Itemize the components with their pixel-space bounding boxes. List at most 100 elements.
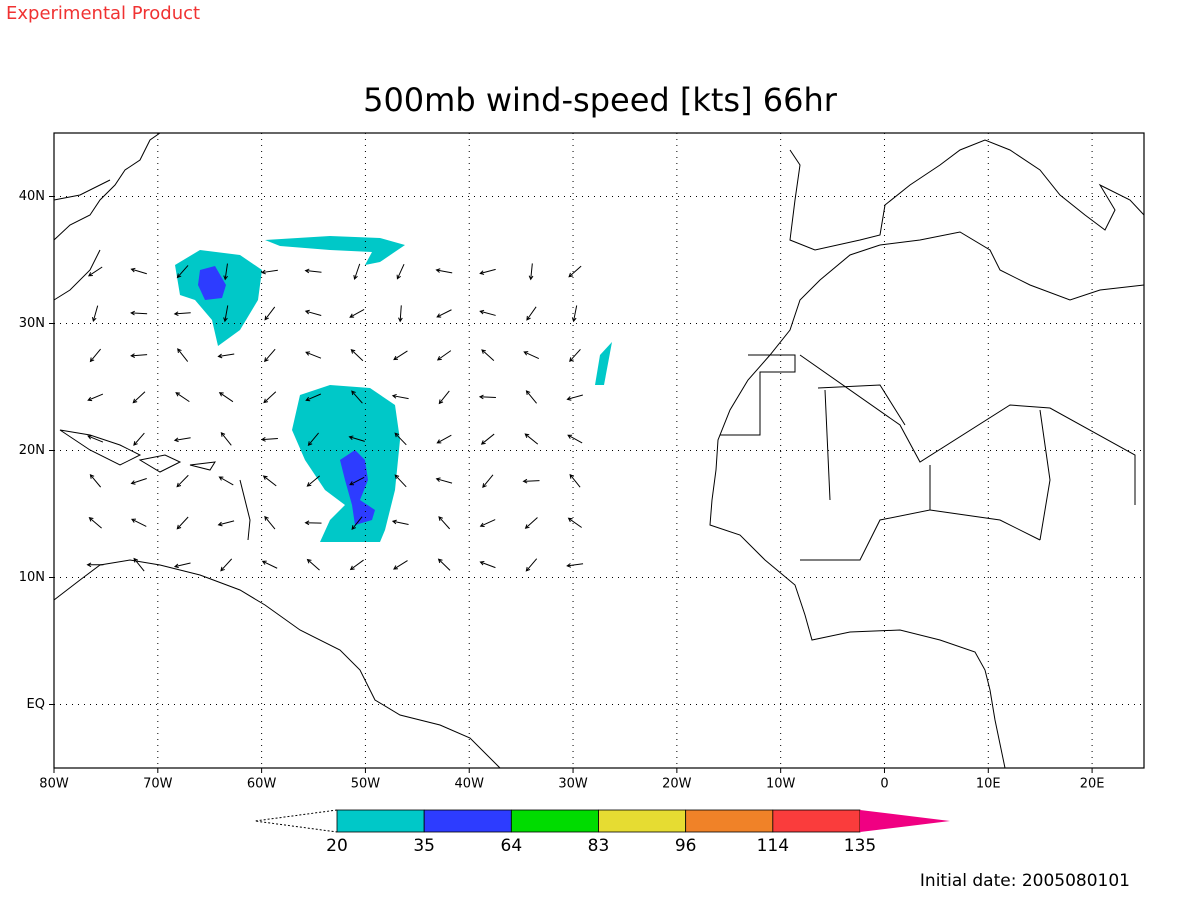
wind-arrow: [176, 265, 189, 279]
wind-arrow: [436, 309, 452, 318]
wind-arrow: [435, 477, 453, 484]
wind-arrow: [566, 563, 584, 568]
wind-arrow: [391, 519, 409, 526]
colorbar-box: [336, 809, 425, 833]
wind-arrow: [351, 390, 363, 404]
wind-arrow: [262, 475, 277, 487]
wind-arrow: [479, 519, 496, 527]
wind-arrow: [261, 560, 278, 569]
wind-arrow: [391, 393, 409, 400]
wind-arrow: [523, 351, 540, 360]
wind-arrow: [522, 478, 540, 484]
colorbar-over: [860, 810, 950, 832]
colorbar-label: 135: [844, 836, 876, 856]
wind-arrow: [220, 431, 232, 446]
wind-arrow: [478, 394, 496, 400]
wind-arrow: [393, 560, 408, 570]
wind-arrow: [176, 474, 189, 488]
contour-20: [265, 236, 405, 265]
map-frame: 80W 70W 60W 50W 40W 30W 20W 10W 0 10E 20E EQ 10N 20N 3…: [19, 132, 1145, 792]
contour-35: [198, 266, 226, 300]
x-tick-label: 10W: [766, 777, 796, 792]
caribbean-islands: [59, 429, 251, 541]
wind-arrow: [88, 517, 102, 529]
wind-arrow: [351, 516, 363, 530]
wind-arrow: [348, 435, 365, 442]
contour-20: [595, 342, 612, 385]
colorbar-box: [510, 809, 599, 833]
wind-arrow: [567, 434, 583, 444]
colorbar-label: 35: [413, 836, 435, 856]
wind-arrow: [479, 309, 496, 316]
colorbar-label: 64: [501, 836, 523, 856]
wind-arrow: [176, 516, 189, 530]
wind-arrow: [350, 349, 364, 362]
wind-contours: [175, 236, 612, 542]
wind-arrow: [87, 393, 104, 402]
wind-arrow: [436, 434, 452, 444]
colorbar-box: [685, 809, 774, 833]
y-tick-label: 10N: [19, 570, 45, 585]
wind-arrow: [307, 432, 319, 447]
colorbar-label: 20: [326, 836, 348, 856]
wind-arrow: [524, 517, 538, 529]
wind-arrow: [525, 558, 538, 572]
wind-arrow: [306, 475, 321, 487]
wind-arrow: [86, 562, 104, 568]
product-note: Experimental Product: [6, 3, 200, 24]
wind-arrow: [89, 348, 102, 363]
wind-arrow: [304, 520, 322, 526]
wind-arrow: [305, 351, 322, 359]
x-tick-label: 20E: [1080, 777, 1105, 792]
wind-arrow: [436, 350, 452, 361]
wind-arrow: [89, 474, 102, 488]
wind-arrow: [394, 474, 407, 488]
wind-arrow: [91, 305, 99, 323]
wind-arrow: [260, 437, 278, 442]
wind-arrow: [173, 437, 191, 443]
wind-arrow: [524, 433, 539, 445]
wind-arrow: [525, 390, 537, 404]
contour-35: [340, 450, 375, 525]
wind-arrow: [353, 263, 361, 280]
wind-arrow: [130, 478, 147, 485]
wind-arrow: [526, 306, 537, 321]
wind-arrow: [304, 268, 322, 274]
south-america-coast: [53, 559, 501, 769]
wind-arrow: [260, 269, 278, 275]
wind-arrow: [133, 432, 145, 446]
north-america-coast: [53, 132, 161, 301]
wind-arrow: [130, 267, 147, 275]
x-tick-label: 70W: [143, 777, 173, 792]
africa-borders: [720, 354, 1136, 561]
x-tick-label: 40W: [455, 777, 485, 792]
wind-arrow: [264, 515, 276, 530]
wind-arrow: [349, 309, 365, 318]
wind-arrow: [263, 391, 277, 404]
wind-arrow: [306, 558, 320, 571]
x-tick-label: 30W: [558, 777, 588, 792]
wind-arrow: [569, 348, 581, 362]
wind-arrow: [264, 348, 276, 363]
wind-arrow: [223, 263, 228, 281]
wind-arrow: [133, 557, 145, 572]
wind-arrow: [569, 473, 581, 488]
wind-arrow: [175, 392, 190, 403]
colorbar-box: [423, 809, 512, 833]
wind-arrow: [173, 562, 191, 569]
wind-arrow: [130, 353, 148, 358]
wind-arrow: [264, 306, 276, 321]
wind-arrow: [568, 265, 582, 278]
colorbar-box: [598, 809, 687, 833]
wind-arrow: [349, 476, 365, 486]
wind-arrow: [173, 311, 191, 317]
wind-arrow: [479, 560, 496, 569]
x-tick-label: 50W: [351, 777, 381, 792]
wind-arrow: [349, 559, 364, 571]
map-border: [53, 132, 1145, 769]
x-tick-label: 80W: [39, 777, 69, 792]
colorbar-under: [254, 809, 338, 833]
wind-arrow: [132, 391, 146, 404]
